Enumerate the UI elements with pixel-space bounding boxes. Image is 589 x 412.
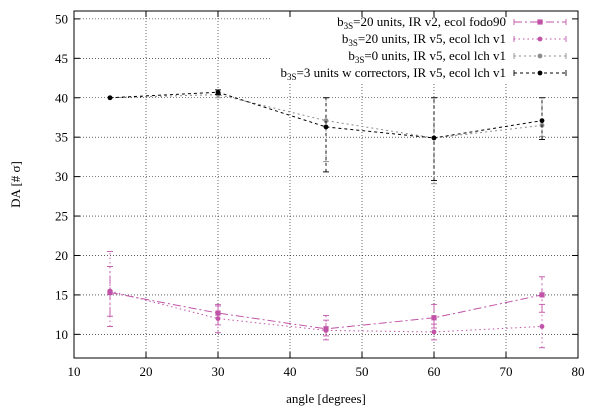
x-tick-label: 20 — [140, 364, 153, 379]
x-tick-label: 40 — [284, 364, 297, 379]
y-tick-label: 35 — [55, 130, 68, 145]
series-layer — [107, 89, 545, 349]
legend-label: b3S=20 units, IR v2, ecol fodo90 — [337, 14, 506, 31]
data-point — [539, 292, 545, 298]
legend-item-2: b3S=20 units, IR v5, ecol lch v1 — [342, 31, 567, 48]
grid — [74, 11, 578, 358]
x-tick-label: 60 — [428, 364, 441, 379]
x-tick-label: 10 — [68, 364, 81, 379]
y-tick-label: 10 — [55, 327, 68, 342]
series-4 — [107, 89, 545, 182]
legend-label: b3S=0 units, IR v5, ecol lch v1 — [348, 48, 506, 65]
x-tick-label: 30 — [212, 364, 225, 379]
data-point — [539, 324, 545, 329]
data-point — [107, 288, 113, 294]
data-point — [431, 315, 437, 321]
x-tick-label: 50 — [356, 364, 369, 379]
y-tick-label: 15 — [55, 287, 68, 302]
y-tick-label: 45 — [55, 51, 68, 66]
x-axis-label: angle [degrees] — [286, 391, 366, 406]
x-tick-label: 80 — [572, 364, 585, 379]
data-point — [537, 53, 543, 59]
legend-label: b3S=3 units w correctors, IR v5, ecol lc… — [280, 65, 506, 82]
series-2 — [107, 251, 545, 349]
data-point — [323, 327, 329, 333]
data-point — [537, 70, 543, 76]
data-point — [431, 329, 437, 335]
data-point — [215, 310, 221, 316]
legend-item-1: b3S=20 units, IR v2, ecol fodo90 — [337, 14, 567, 31]
data-point — [215, 89, 221, 95]
legend-item-3: b3S=0 units, IR v5, ecol lch v1 — [348, 48, 567, 65]
data-point — [539, 118, 545, 124]
legend-item-4: b3S=3 units w correctors, IR v5, ecol lc… — [280, 65, 567, 82]
x-tick-label: 70 — [500, 364, 513, 379]
data-point — [323, 118, 329, 124]
y-tick-label: 20 — [55, 248, 68, 263]
data-point — [323, 124, 329, 130]
data-point — [215, 316, 221, 321]
data-point — [537, 36, 543, 42]
data-point — [537, 19, 543, 25]
legend-label: b3S=20 units, IR v5, ecol lch v1 — [342, 31, 506, 48]
y-tick-label: 30 — [55, 169, 68, 184]
plot-frame — [73, 10, 579, 359]
y-tick-label: 40 — [55, 90, 68, 105]
y-axis-label: DA [# σ] — [8, 161, 23, 208]
axis-ticks: 10 15 20 25 30 35 40 45 50 10 20 30 40 50 60 70 80 — [55, 11, 585, 379]
series-line — [109, 91, 543, 139]
data-point — [431, 135, 437, 141]
y-tick-label: 25 — [55, 209, 68, 224]
y-tick-label: 50 — [55, 11, 68, 26]
data-point — [107, 95, 113, 101]
legend-background — [270, 12, 577, 82]
